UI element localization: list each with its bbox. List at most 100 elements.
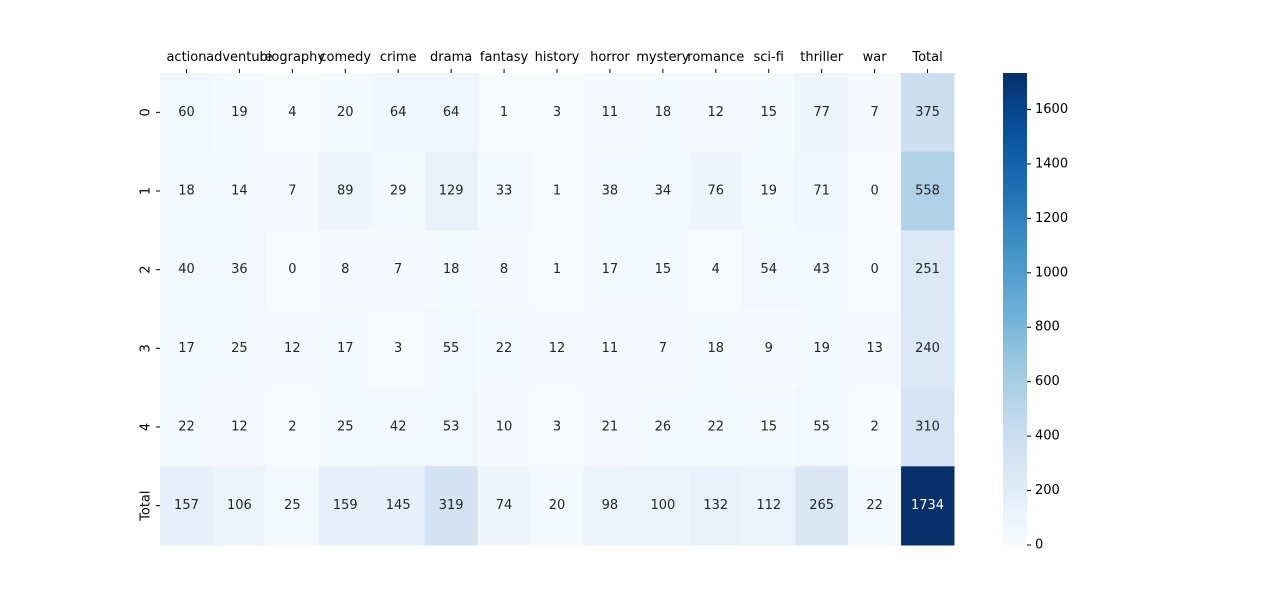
y-tick-label-2: 2 bbox=[139, 266, 154, 274]
cell-label-4-war: 2 bbox=[870, 420, 878, 435]
cell-total-sci-fi bbox=[742, 466, 796, 546]
cell-label-1-romance: 76 bbox=[708, 184, 725, 199]
cell-label-1-war: 0 bbox=[870, 184, 878, 199]
x-tick-label-history: history bbox=[535, 50, 580, 65]
cell-1-horror bbox=[583, 151, 637, 231]
cell-label-3-war: 13 bbox=[866, 341, 883, 356]
cell-1-war bbox=[848, 151, 902, 231]
colorbar: 0 200 400 600 800 1000 1200 1400 1600 bbox=[1003, 73, 1068, 553]
cell-total-action bbox=[160, 466, 214, 546]
x-tick-label-mystery: mystery bbox=[636, 50, 690, 65]
cell-2-fantasy bbox=[477, 230, 532, 310]
cell-label-total-history: 20 bbox=[549, 498, 566, 513]
x-tick-label-drama: drama bbox=[430, 50, 472, 65]
cell-3-comedy bbox=[318, 309, 373, 389]
cell-2-mystery bbox=[636, 230, 690, 310]
cell-4-sci-fi bbox=[742, 387, 796, 467]
x-tick-label-total: Total bbox=[911, 50, 942, 65]
cell-label-2-romance: 4 bbox=[712, 262, 720, 277]
cell-1-adventure bbox=[212, 151, 267, 231]
cell-3-war bbox=[848, 309, 902, 389]
cell-2-biography bbox=[265, 230, 320, 310]
cell-label-0-drama: 64 bbox=[443, 105, 460, 120]
cell-total-biography bbox=[265, 466, 320, 546]
cell-label-1-horror: 38 bbox=[602, 184, 619, 199]
cell-label-0-mystery: 18 bbox=[655, 105, 672, 120]
cell-label-total-mystery: 100 bbox=[650, 498, 675, 513]
cell-3-mystery bbox=[636, 309, 690, 389]
cell-total-adventure bbox=[212, 466, 267, 546]
cell-label-total-biography: 25 bbox=[284, 498, 301, 513]
cell-label-4-adventure: 12 bbox=[231, 420, 248, 435]
cell-label-1-total: 558 bbox=[915, 184, 940, 199]
cell-label-1-comedy: 89 bbox=[337, 184, 354, 199]
cell-label-4-romance: 22 bbox=[708, 420, 725, 435]
y-tick-labels: 0 1 2 3 4 Total bbox=[139, 108, 160, 522]
cell-0-mystery bbox=[636, 73, 690, 153]
cell-label-4-mystery: 26 bbox=[655, 420, 672, 435]
cell-label-3-comedy: 17 bbox=[337, 341, 354, 356]
cell-label-0-horror: 11 bbox=[602, 105, 619, 120]
cell-label-4-sci-fi: 15 bbox=[760, 420, 777, 435]
cell-label-3-horror: 11 bbox=[602, 341, 619, 356]
cell-0-action bbox=[160, 73, 214, 153]
cell-label-2-biography: 0 bbox=[288, 262, 296, 277]
cell-1-mystery bbox=[636, 151, 690, 231]
cell-0-horror bbox=[583, 73, 637, 153]
cell-3-fantasy bbox=[477, 309, 532, 389]
cell-label-0-war: 7 bbox=[870, 105, 878, 120]
cell-2-horror bbox=[583, 230, 637, 310]
cell-2-total bbox=[901, 230, 955, 310]
x-tick-label-adventure: adventure bbox=[206, 50, 273, 65]
cell-1-romance bbox=[689, 151, 743, 231]
colorbar-tick-label-200: 200 bbox=[1035, 483, 1060, 498]
cell-label-4-action: 22 bbox=[178, 420, 195, 435]
cell-4-crime bbox=[371, 387, 426, 467]
y-tick-label-total: Total bbox=[139, 490, 154, 521]
cell-label-total-romance: 132 bbox=[703, 498, 728, 513]
cell-label-3-drama: 55 bbox=[443, 341, 460, 356]
cell-label-4-horror: 21 bbox=[602, 420, 619, 435]
cell-4-comedy bbox=[318, 387, 373, 467]
cell-label-1-mystery: 34 bbox=[655, 184, 672, 199]
cell-label-3-mystery: 7 bbox=[659, 341, 667, 356]
cell-total-thriller bbox=[795, 466, 849, 546]
cell-1-drama bbox=[424, 151, 479, 231]
cell-1-comedy bbox=[318, 151, 373, 231]
cell-total-comedy bbox=[318, 466, 373, 546]
cell-label-3-sci-fi: 9 bbox=[765, 341, 773, 356]
cell-label-total-war: 22 bbox=[866, 498, 883, 513]
cell-4-biography bbox=[265, 387, 320, 467]
cell-3-romance bbox=[689, 309, 743, 389]
cell-label-2-total: 251 bbox=[915, 262, 940, 277]
cell-label-2-horror: 17 bbox=[602, 262, 619, 277]
colorbar-tick-label-600: 600 bbox=[1035, 374, 1060, 389]
cell-label-total-comedy: 159 bbox=[333, 498, 358, 513]
cell-label-2-history: 1 bbox=[553, 262, 561, 277]
cell-4-total bbox=[901, 387, 955, 467]
cell-label-total-drama: 319 bbox=[439, 498, 464, 513]
cell-0-crime bbox=[371, 73, 426, 153]
cell-label-1-fantasy: 33 bbox=[496, 184, 513, 199]
cell-label-0-total: 375 bbox=[915, 105, 940, 120]
cell-4-drama bbox=[424, 387, 479, 467]
x-tick-label-comedy: comedy bbox=[319, 50, 371, 65]
cell-4-war bbox=[848, 387, 902, 467]
cell-1-thriller bbox=[795, 151, 849, 231]
cell-1-total bbox=[901, 151, 955, 231]
cell-0-total bbox=[901, 73, 955, 153]
colorbar-tick-label-800: 800 bbox=[1035, 320, 1060, 335]
y-tick-label-0: 0 bbox=[139, 108, 154, 116]
cell-label-0-comedy: 20 bbox=[337, 105, 354, 120]
cell-total-war bbox=[848, 466, 902, 546]
colorbar-gradient bbox=[1003, 73, 1027, 545]
cell-label-4-fantasy: 10 bbox=[496, 420, 513, 435]
cell-1-action bbox=[160, 151, 214, 231]
cell-0-history bbox=[530, 73, 584, 153]
cell-3-sci-fi bbox=[742, 309, 796, 389]
x-tick-label-biography: biography bbox=[260, 50, 326, 65]
cell-4-romance bbox=[689, 387, 743, 467]
